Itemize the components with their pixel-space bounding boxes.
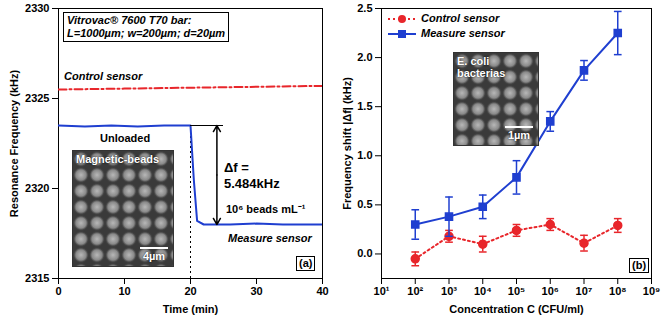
svg-text:2.0: 2.0 [357, 51, 372, 63]
html-text:Measure sensor: Measure sensor [421, 27, 505, 39]
html-text:1µm: 1µm [507, 129, 531, 141]
html-text:Δf =: Δf = [224, 160, 249, 175]
html-text:Magnetic-beads: Magnetic-beads [76, 153, 160, 165]
html-text:4µm: 4µm [142, 250, 166, 262]
svg-text:20: 20 [184, 285, 196, 297]
svg-text:40: 40 [316, 285, 328, 297]
svg-text:10⁸: 10⁸ [609, 285, 626, 297]
svg-text:1.0: 1.0 [357, 149, 372, 161]
svg-text:0: 0 [55, 285, 61, 297]
svg-text:10⁷: 10⁷ [576, 285, 593, 297]
svg-text:Time (min): Time (min) [163, 303, 219, 315]
svg-text:1.5: 1.5 [357, 100, 372, 112]
html-text:Measure sensor: Measure sensor [228, 232, 312, 244]
svg-text:10¹: 10¹ [374, 285, 390, 297]
svg-text:2315: 2315 [25, 272, 49, 284]
svg-text:10⁵: 10⁵ [508, 285, 525, 297]
html-text:(b): (b) [632, 259, 646, 271]
html-text:L=1000µm; w=200µm; d=20µm: L=1000µm; w=200µm; d=20µm [67, 27, 226, 39]
html-text:Unloaded: Unloaded [100, 132, 151, 144]
svg-text:2.5: 2.5 [357, 2, 372, 14]
svg-text:Concentration C (CFU/ml): Concentration C (CFU/ml) [449, 303, 584, 315]
svg-text:10³: 10³ [441, 285, 457, 297]
html-text:E. coli bacterias: E. coli bacterias [457, 55, 506, 79]
svg-text:Frequency shift |Δf| (kHz): Frequency shift |Δf| (kHz) [341, 77, 353, 210]
svg-text:30: 30 [250, 285, 262, 297]
svg-text:10⁶: 10⁶ [542, 285, 559, 297]
html-text:Control sensor: Control sensor [421, 12, 500, 24]
svg-text:0.5: 0.5 [357, 198, 372, 210]
html-text:10⁶ beads mL⁻¹: 10⁶ beads mL⁻¹ [226, 203, 306, 215]
html-text:5.484kHz: 5.484kHz [224, 176, 280, 191]
svg-text:2330: 2330 [25, 2, 49, 14]
svg-text:0.0: 0.0 [357, 247, 372, 259]
svg-text:Resonance Frequency (kHz): Resonance Frequency (kHz) [8, 70, 20, 218]
svg-text:10: 10 [118, 285, 130, 297]
svg-text:10⁹: 10⁹ [643, 285, 660, 297]
html-text:Control sensor: Control sensor [64, 70, 143, 82]
svg-text:2325: 2325 [25, 92, 49, 104]
html-text:(a): (a) [299, 257, 313, 269]
svg-text:10²: 10² [407, 285, 423, 297]
svg-text:2320: 2320 [25, 182, 49, 194]
html-text:Vitrovac® 7600 T70 bar:: Vitrovac® 7600 T70 bar: [67, 14, 192, 26]
svg-text:10⁴: 10⁴ [474, 285, 492, 297]
